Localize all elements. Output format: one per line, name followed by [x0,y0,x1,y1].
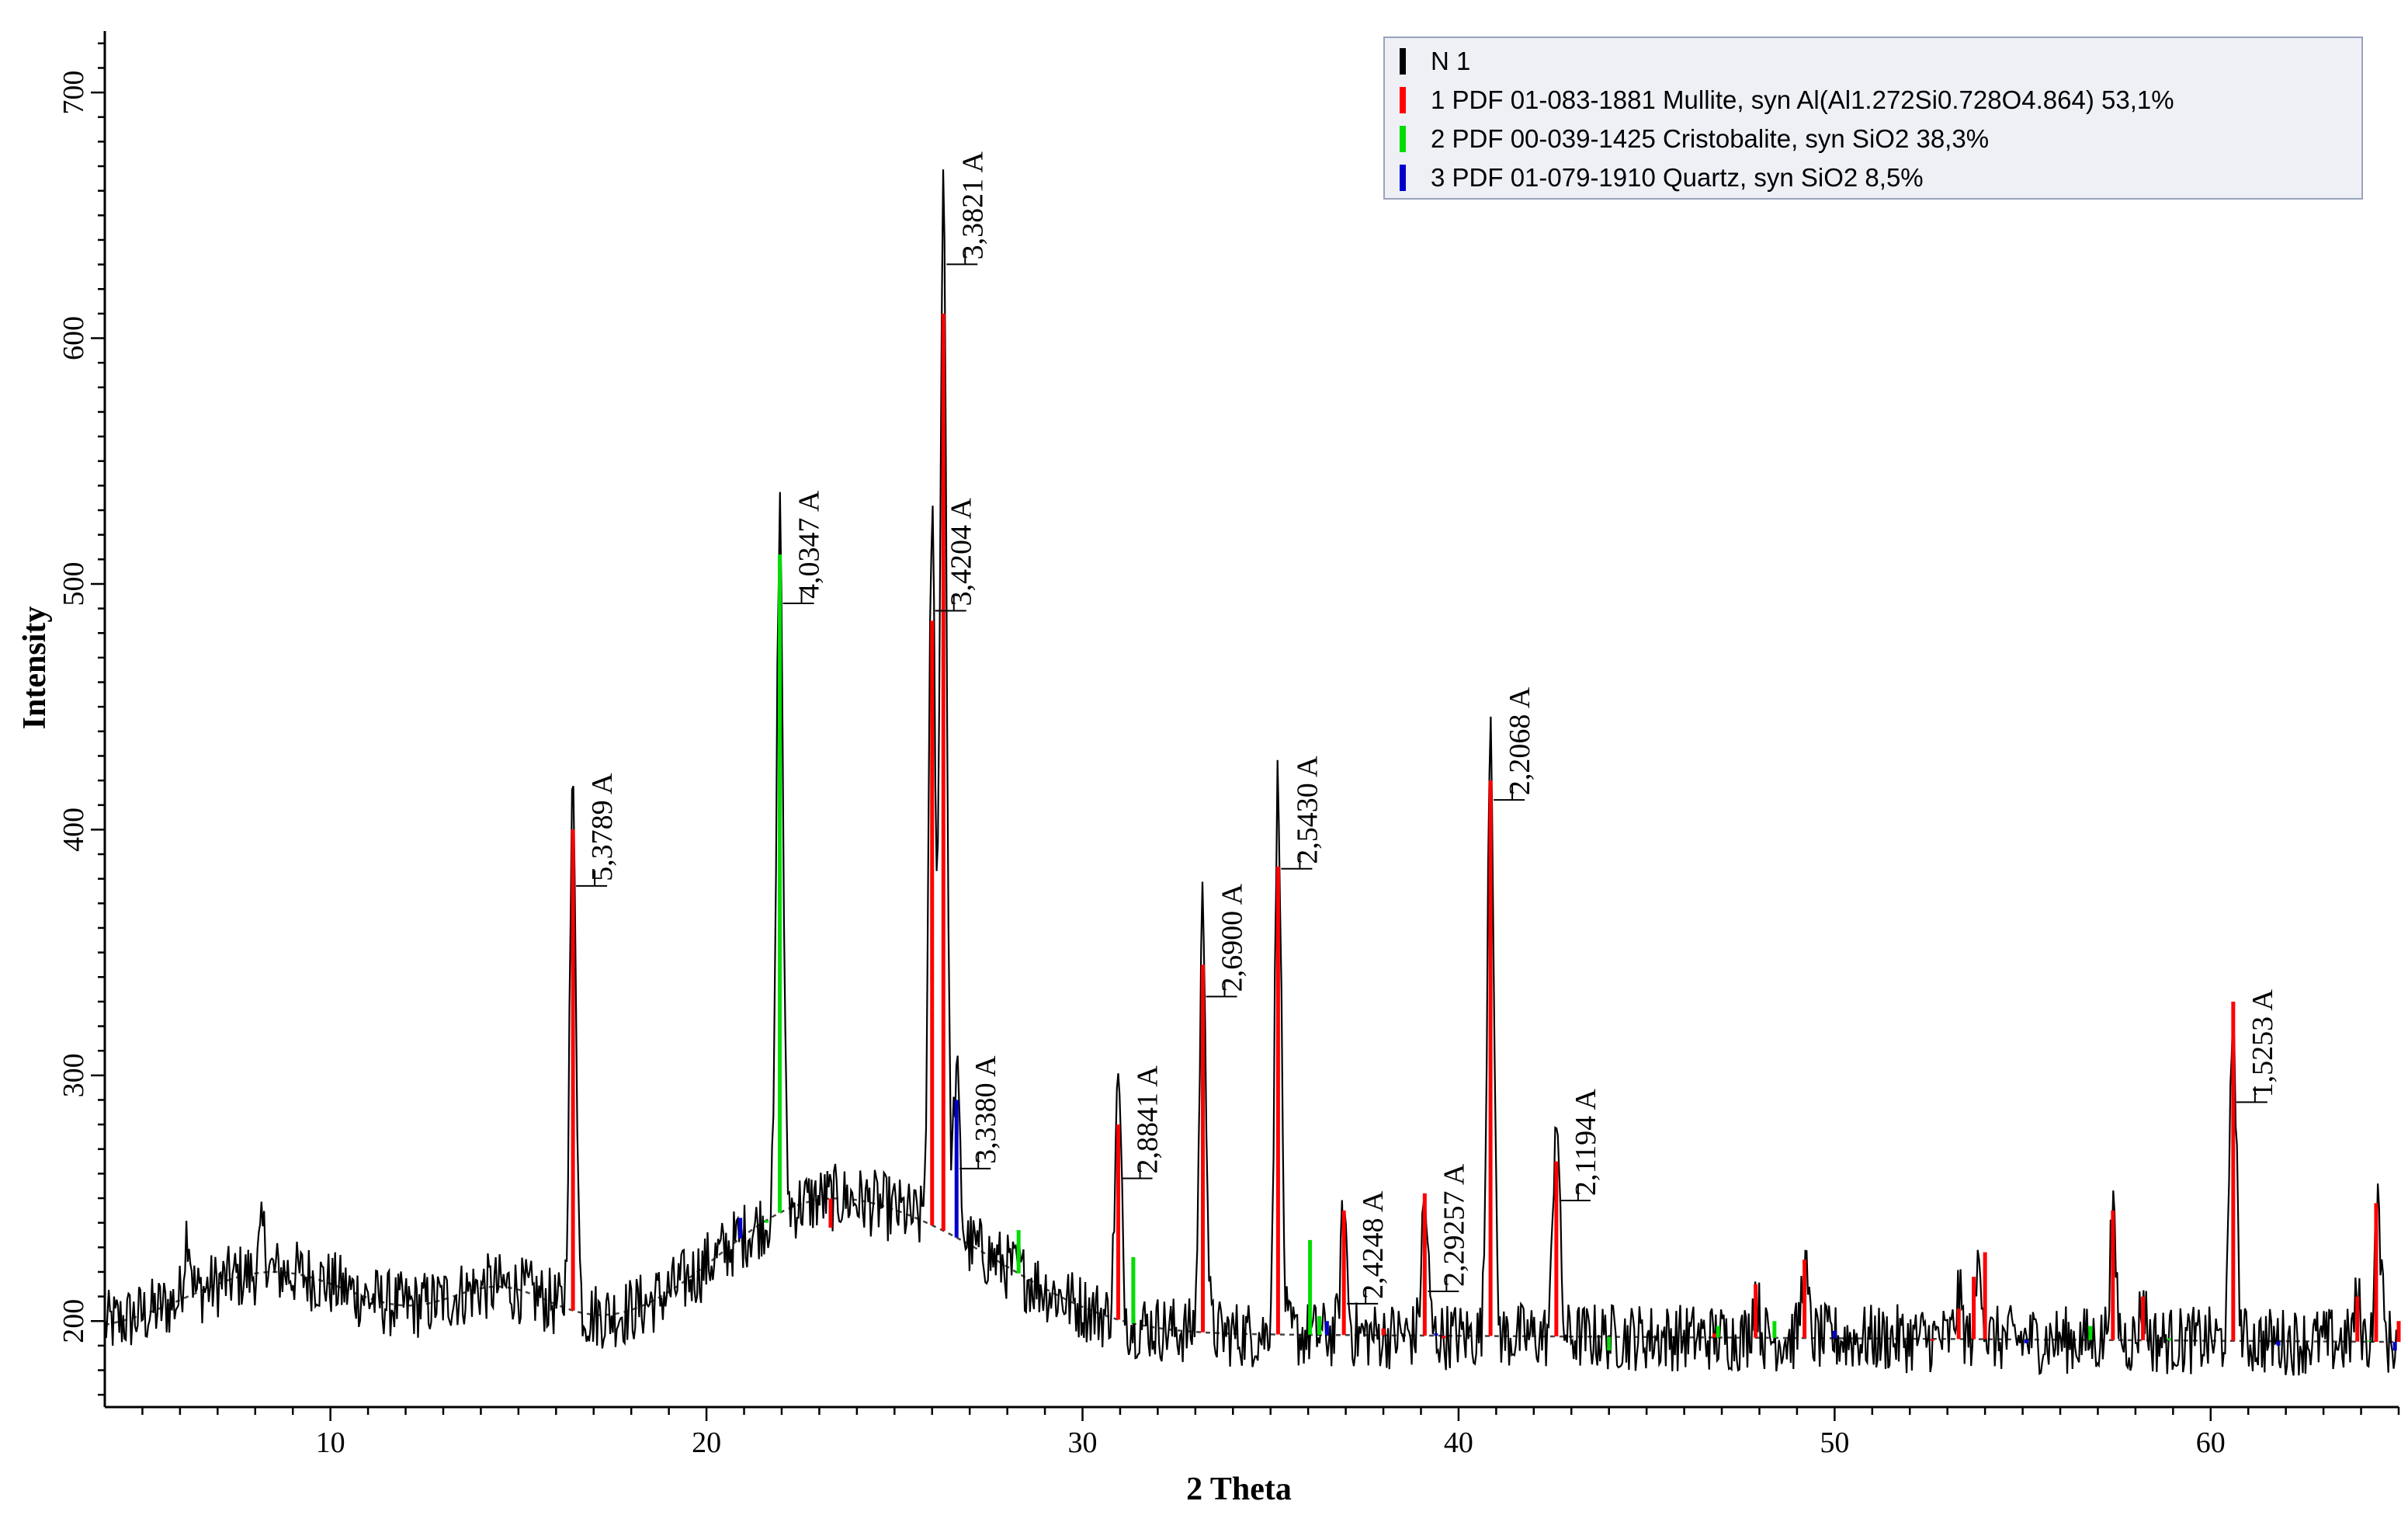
y-tick-label: 600 [57,316,90,360]
legend-swatch [1400,126,1406,152]
peak-marker [576,870,608,887]
peak-label: 2,6900 A [1216,883,1249,992]
peak-labels: 5,3789 A 4,0347 A 3,4204 A 3,3821 A 3,3380 A… [576,151,2279,1305]
peak-marker [1206,981,1237,998]
legend-entry: N 1 [1431,47,1470,75]
y-tick-label: 500 [57,561,90,606]
peak-label: 2,8841 A [1132,1065,1164,1174]
peak-label: 2,1194 A [1570,1088,1602,1195]
peak-label: 3,3821 A [956,151,989,259]
peak-label: 2,2068 A [1504,686,1536,795]
legend-entry: 2 PDF 00-039-1425 Cristobalite, syn SiO2… [1431,124,1989,153]
x-tick-label: 20 [692,1426,721,1459]
peak-marker [1121,1162,1153,1180]
y-tick-label: 300 [57,1053,90,1097]
peak-marker [1559,1184,1591,1201]
x-tick-label: 50 [1820,1426,1849,1459]
y-axis-title: Intensity [17,606,53,730]
x-axis-title: 2 Theta [1186,1472,1292,1507]
peak-marker [782,588,814,605]
plot-area [103,169,2401,1376]
legend-entry: 1 PDF 01-083-1881 Mullite, syn Al(Al1.27… [1431,85,2174,114]
peak-label: 2,5430 A [1291,756,1324,864]
y-tick-label: 200 [57,1299,90,1343]
peak-label: 3,3380 A [970,1055,1002,1164]
legend-swatch [1400,165,1406,191]
legend: N 1 1 PDF 01-083-1881 Mullite, syn Al(Al1… [1383,36,2363,200]
peak-label: 3,4204 A [946,498,978,606]
peak-label: 5,3789 A [586,773,619,881]
pattern-line-n1 [103,169,2399,1376]
legend-swatch [1400,48,1406,75]
peak-label: 2,4248 A [1357,1190,1390,1299]
x-tick-label: 40 [1444,1426,1473,1459]
x-tick-label: 60 [2196,1426,2226,1459]
peak-marker [1428,1276,1459,1293]
peak-marker [946,248,978,266]
y-tick-label: 700 [57,71,90,115]
peak-label: 2,29257 A [1438,1163,1470,1287]
peak-marker [1347,1287,1379,1305]
y-tick-label: 400 [57,808,90,852]
peak-marker [959,1152,991,1169]
peak-label: 4,0347 A [793,490,826,599]
x-tick-label: 10 [316,1426,345,1459]
legend-box [1383,36,2363,200]
peak-label: 1,5253 A [2247,989,2279,1097]
x-tick-label: 30 [1068,1426,1098,1459]
legend-swatch [1400,87,1406,113]
peak-marker [1494,784,1525,801]
peak-marker [2236,1086,2267,1103]
peak-marker [1281,853,1313,870]
axes: 10 20 30 40 50 60 200 300 400 500 600 700 [57,31,2400,1459]
peak-marker [935,595,966,612]
legend-entry: 3 PDF 01-079-1910 Quartz, syn SiO2 8,5% [1431,163,1924,192]
